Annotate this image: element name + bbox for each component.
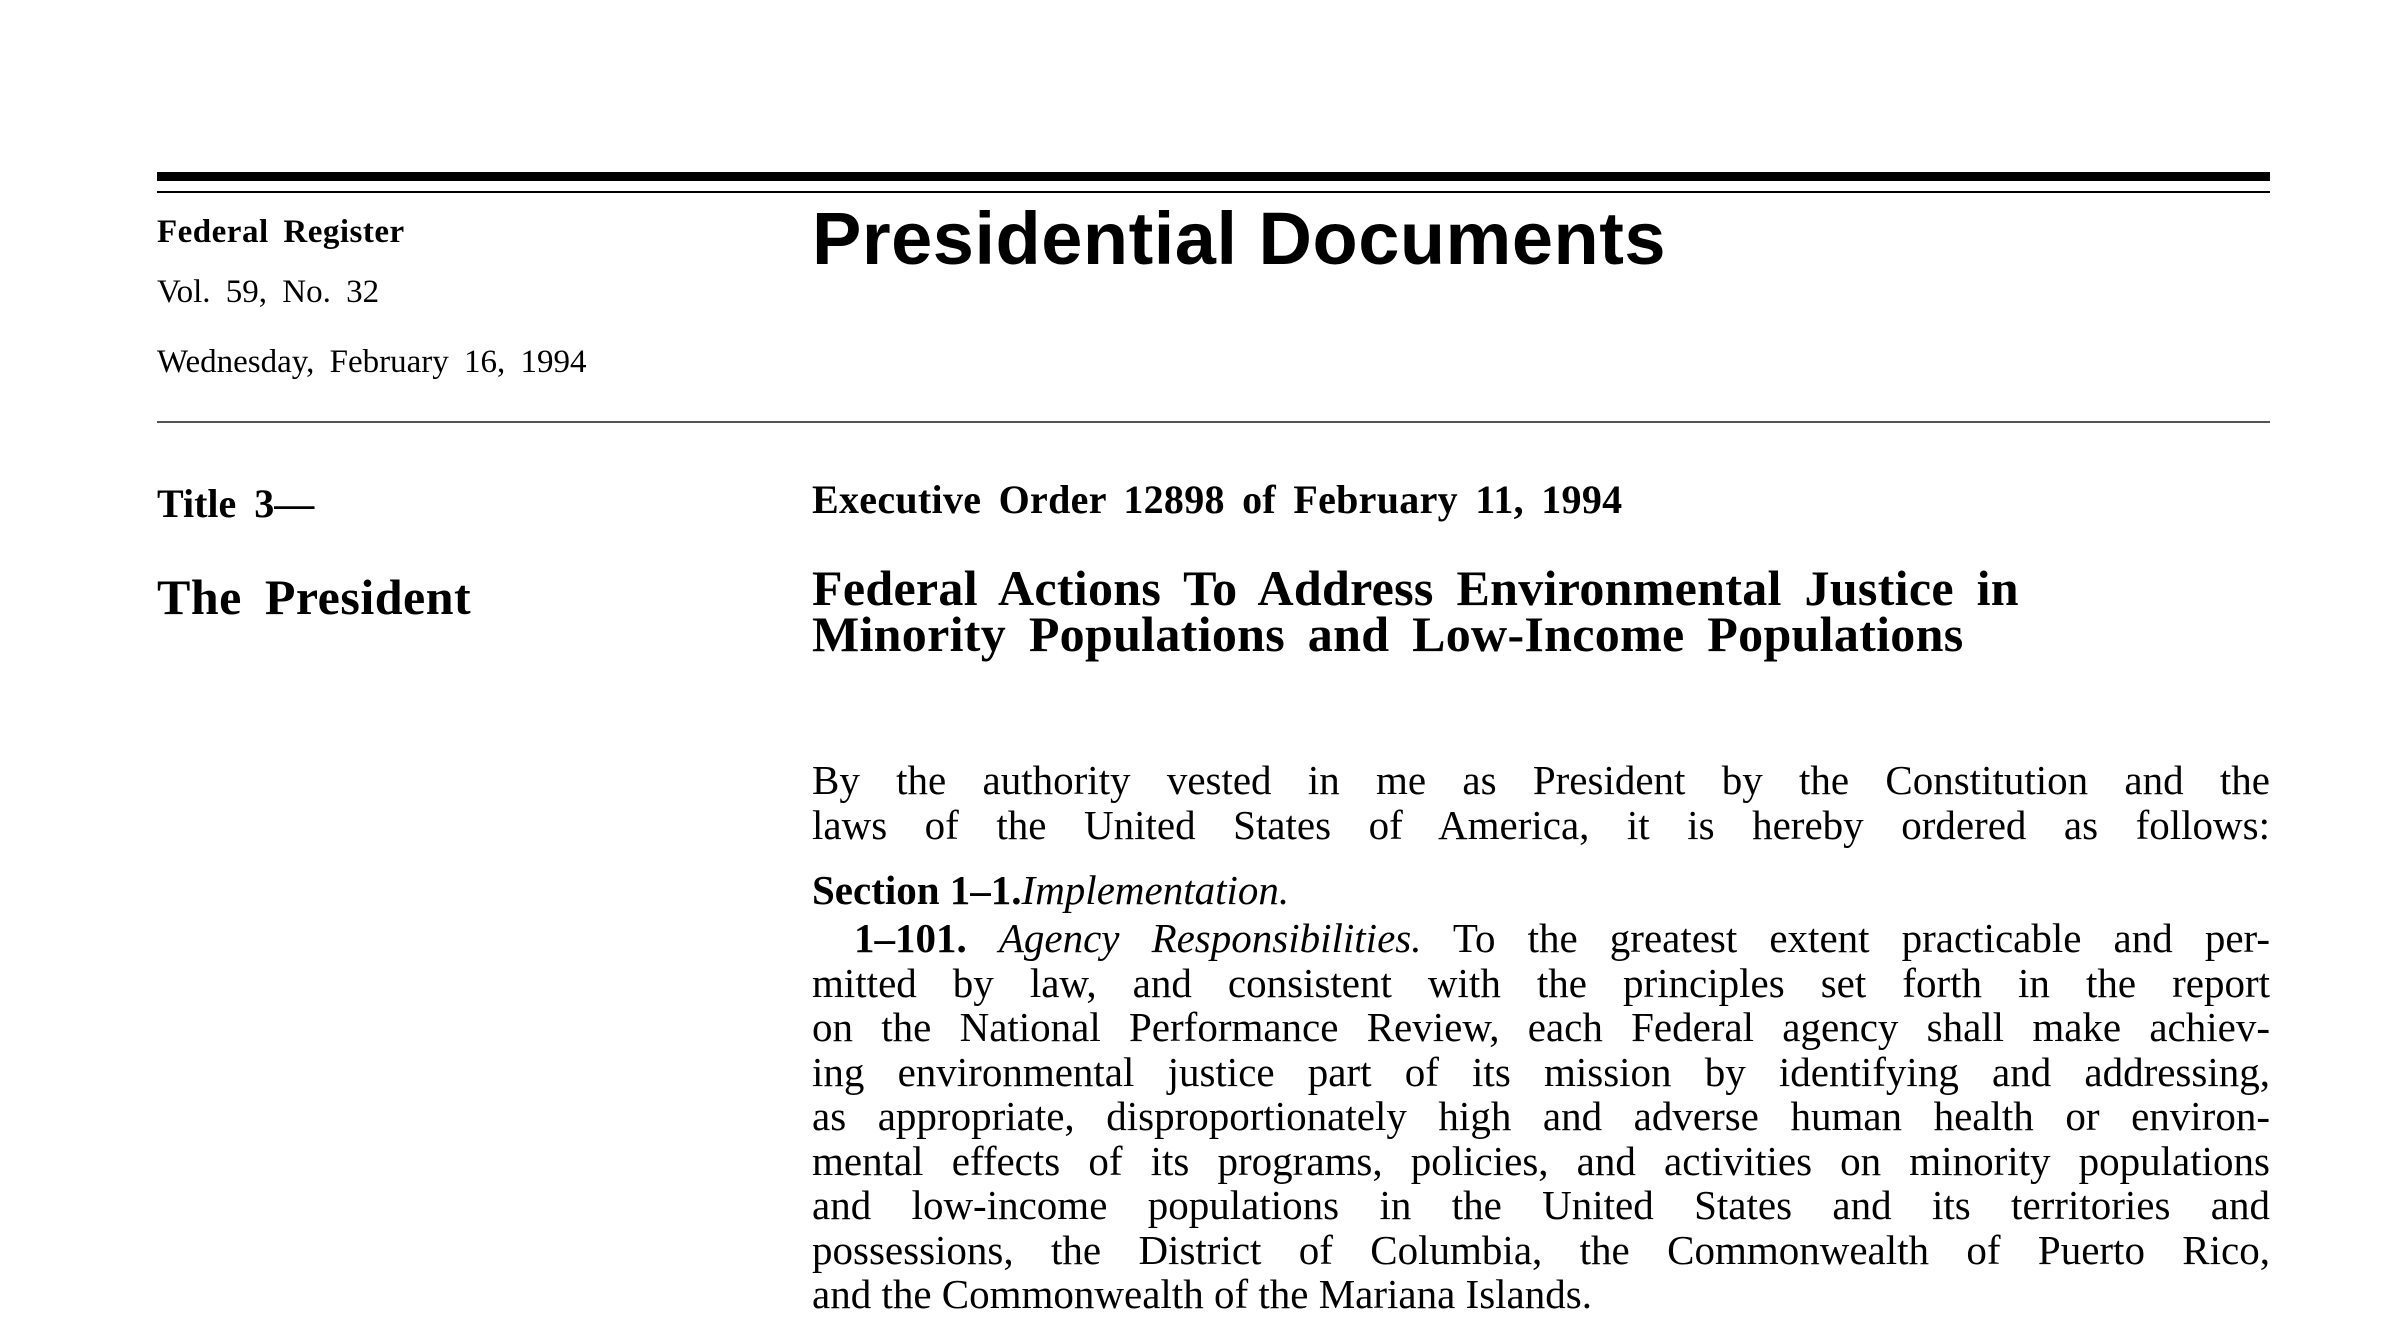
order-title-line: Minority Populations and Low-Income Popu… (812, 606, 1964, 662)
paragraph-line: and the Commonwealth of the Mariana Isla… (812, 1271, 1592, 1317)
paragraph-line: mental effects of its programs, policies… (812, 1137, 2270, 1184)
publication-name: Federal Register (157, 214, 405, 250)
title-label: Title 3— (157, 481, 315, 526)
paragraph-line: as appropriate, disproportionately high … (812, 1093, 2270, 1139)
executive-order-title: Federal Actions To Address Environmental… (812, 560, 2272, 662)
paragraph-line: mitted by law, and consistent with the p… (812, 959, 2270, 1006)
publication-date: Wednesday, February 16, 1994 (157, 344, 587, 380)
header-thick-rule (157, 172, 2270, 181)
paragraph-line-text: To the greatest extent practicable and p… (1452, 915, 2271, 961)
section-heading: Section 1–1.Implementation. (812, 868, 2270, 913)
order-title-line: Federal Actions To Address Environmental… (812, 560, 2019, 616)
paragraph-first-line: 1–101. Agency Responsibilities. To the g… (812, 916, 2270, 961)
paragraph-1-101: 1–101. Agency Responsibilities. To the g… (812, 916, 2270, 1317)
section-number: Section 1–1. (812, 867, 1022, 913)
preamble-line: By the authority vested in me as Preside… (812, 757, 2270, 803)
header-divider-rule (157, 421, 2270, 423)
paragraph-line: possessions, the District of Columbia, t… (812, 1226, 2270, 1273)
title-subtitle: The President (157, 569, 472, 625)
header-thin-rule (157, 191, 2270, 193)
paragraph-heading: Agency Responsibilities. (998, 915, 1422, 961)
section-name: Implementation. (1021, 867, 1290, 913)
paragraph-line: ing environmental justice part of its mi… (812, 1048, 2270, 1095)
volume-number: Vol. 59, No. 32 (157, 274, 380, 310)
executive-order-number: Executive Order 12898 of February 11, 19… (812, 477, 1623, 522)
paragraph-line: and low-income populations in the United… (812, 1182, 2270, 1228)
preamble-line: laws of the United States of America, it… (812, 801, 2270, 848)
section-title: Presidential Documents (812, 197, 1667, 280)
preamble: By the authority vested in me as Preside… (812, 758, 2270, 847)
paragraph-number: 1–101. (854, 915, 967, 961)
paragraph-line: on the National Performance Review, each… (812, 1004, 2270, 1050)
